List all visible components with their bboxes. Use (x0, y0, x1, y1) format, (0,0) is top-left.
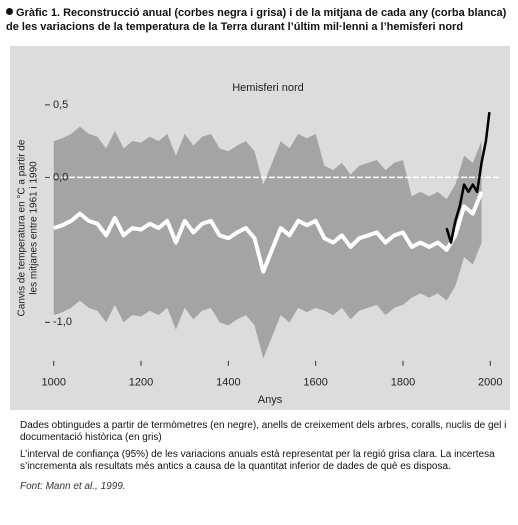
chart-title: Gràfic 1. Reconstrucció anual (corbes ne… (6, 7, 507, 33)
y-tick-label: 0,0 (53, 171, 68, 183)
y-tick-label: 0,5 (53, 99, 68, 111)
x-axis-label: Anys (258, 394, 283, 406)
panel-label: Hemisferi nord (232, 82, 304, 94)
x-tick-label: 1000 (41, 377, 65, 389)
y-tick-label: -1,0 (53, 316, 72, 328)
note: Dades obtingudes a partir de termòmetres… (20, 420, 507, 443)
x-tick-label: 2000 (478, 377, 502, 389)
note: L’interval de confiança (95%) de les var… (20, 449, 495, 472)
series-line (53, 191, 484, 274)
series-line (445, 111, 491, 244)
confidence-band (53, 126, 482, 359)
bullet (6, 8, 13, 15)
x-tick-label: 1400 (216, 377, 240, 389)
source: Font: Mann et al., 1999. (20, 481, 126, 492)
x-tick-label: 1800 (391, 377, 415, 389)
y-axis-label: Canvis de temperatura en °C a partir de … (17, 139, 40, 316)
x-tick-label: 1200 (129, 377, 153, 389)
y-axis-label-line: Canvis de temperatura en °C a partir de (17, 139, 28, 316)
notes: Dades obtingudes a partir de termòmetres… (20, 420, 510, 498)
x-tick-label: 1600 (303, 377, 327, 389)
chart-title-block: Gràfic 1. Reconstrucció anual (corbes ne… (6, 6, 512, 34)
y-axis-label-line: les mitjanes entre 1961 i 1990 (29, 161, 40, 295)
